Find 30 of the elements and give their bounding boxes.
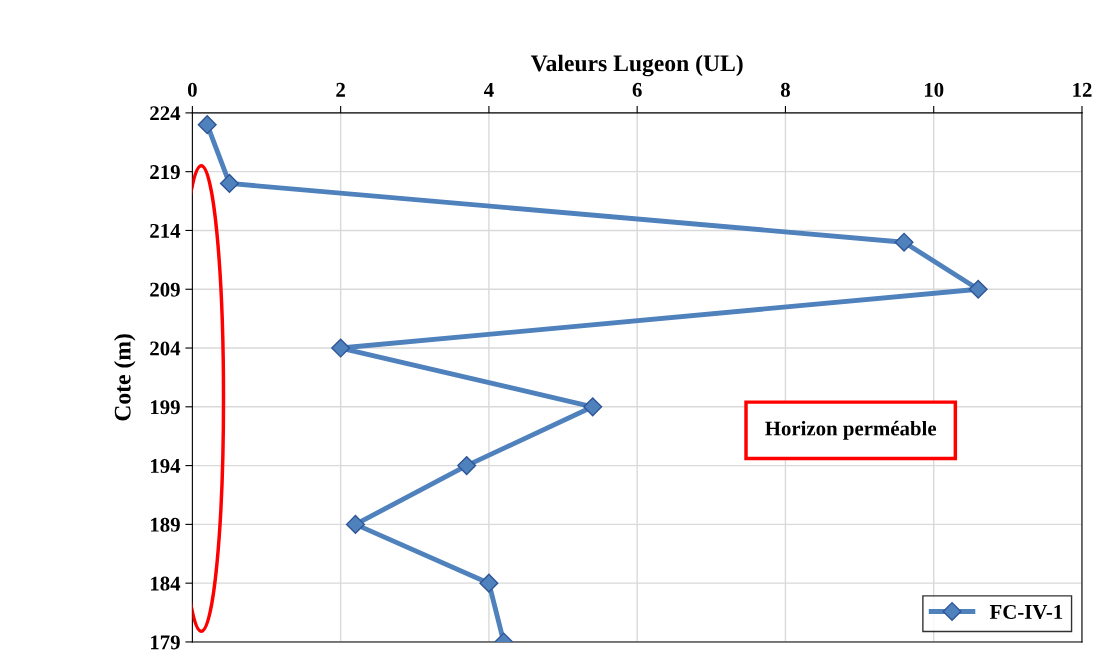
x-tick-label: 0 (187, 82, 197, 97)
point (219, 173, 239, 193)
x-tick-label: 6 (632, 82, 642, 97)
point (345, 514, 366, 534)
point (331, 338, 351, 358)
x-tick-label: 10 (924, 82, 944, 97)
y-tick-label: 194 (150, 459, 181, 474)
x-tick-label: 12 (1073, 82, 1092, 97)
x-axis-title: Valeurs Lugeon (UL) (530, 54, 743, 77)
point (968, 279, 988, 299)
x-tick-label: 2 (336, 82, 345, 97)
y-tick-label: 219 (150, 165, 180, 180)
legend-label: FC-IV-1 (989, 604, 1063, 620)
y-tick-label: 189 (150, 517, 180, 532)
point (479, 573, 499, 593)
y-tick-label: 179 (150, 635, 180, 650)
annotation: Horizon perméable (765, 420, 937, 440)
point (457, 456, 477, 476)
point (894, 232, 914, 252)
x-tick-label: 4 (483, 82, 494, 97)
y-axis-title: Cote (m) (114, 334, 136, 421)
y-tick-label: 204 (150, 341, 181, 356)
point (583, 397, 603, 417)
y-tick-label: 199 (150, 400, 180, 415)
point (197, 115, 217, 135)
y-tick-label: 184 (150, 576, 181, 591)
x-tick-label: 8 (780, 82, 790, 97)
y-tick-label: 224 (150, 106, 181, 121)
y-tick-label: 214 (150, 223, 181, 238)
y-tick-label: 209 (150, 282, 180, 297)
